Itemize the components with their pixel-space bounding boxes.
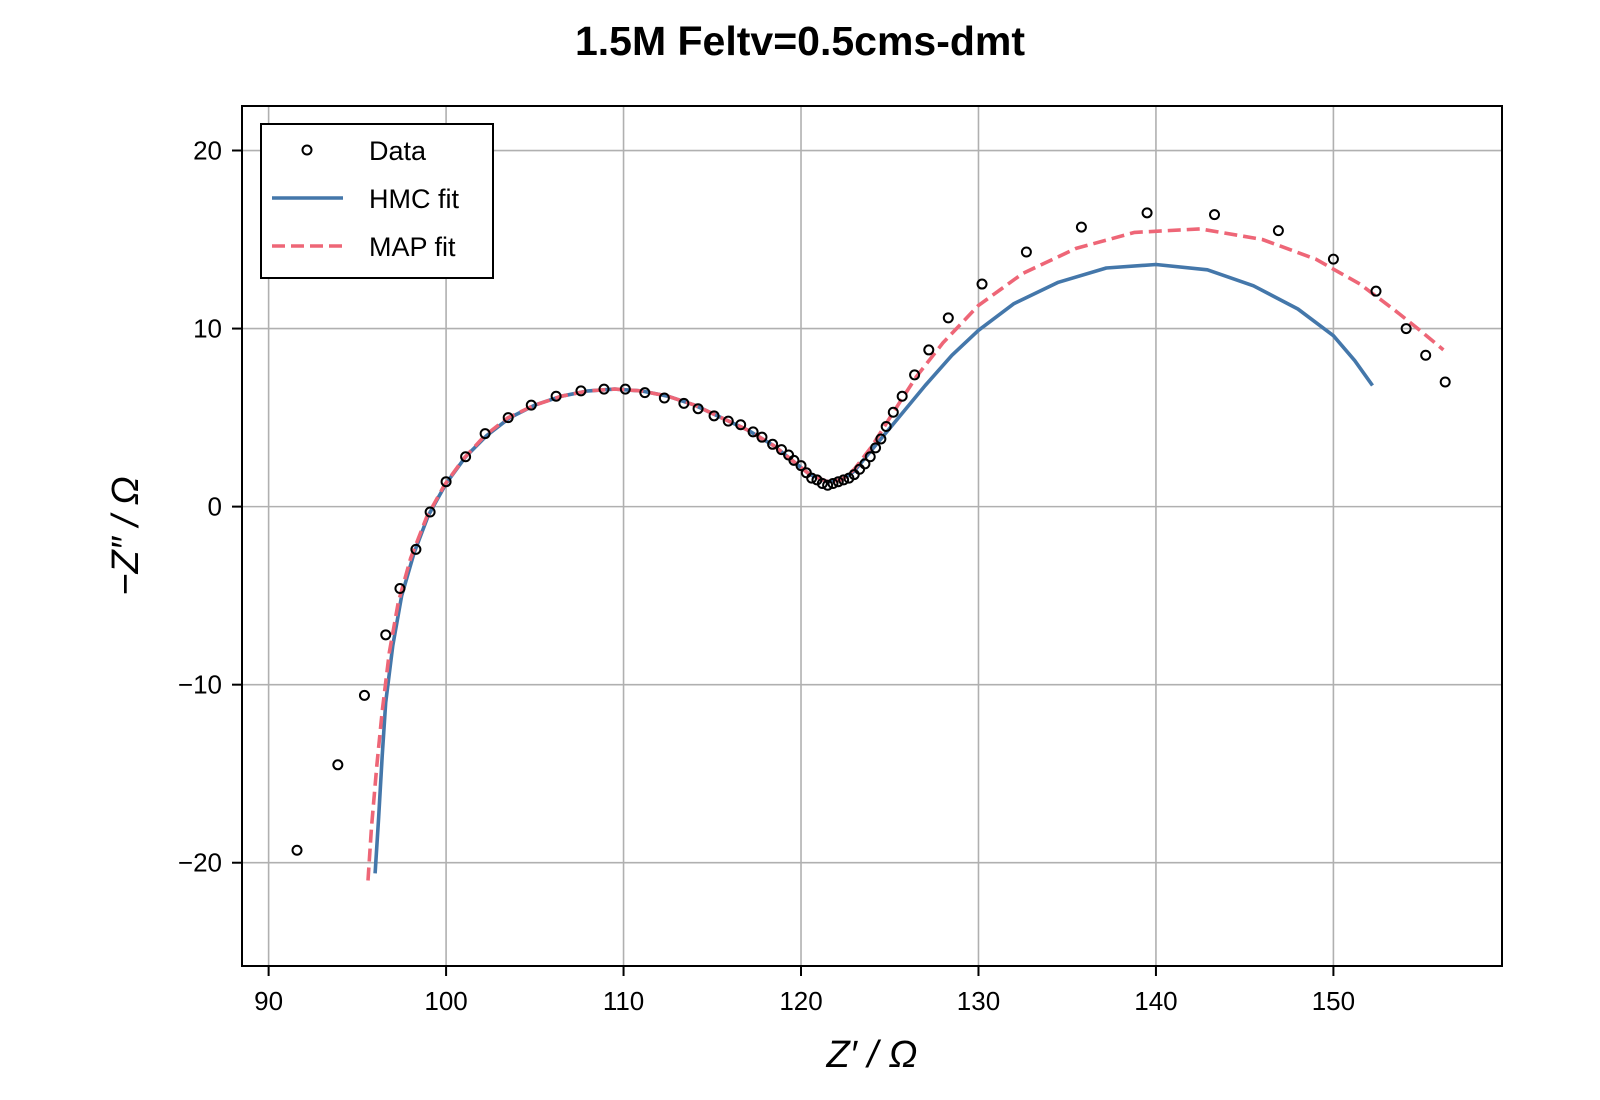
data-point	[976, 278, 988, 290]
data-point	[838, 474, 850, 486]
data-point	[291, 844, 303, 856]
data-point	[1439, 376, 1451, 388]
data-point	[806, 472, 818, 484]
x-axis-label: Z′ / Ω	[826, 1034, 918, 1076]
legend-data-swatch	[301, 144, 313, 156]
data-point	[692, 403, 704, 415]
map-fit-line	[366, 227, 1445, 881]
data-point	[1327, 253, 1339, 265]
data-point	[479, 428, 491, 440]
data-markers-layer	[291, 207, 1451, 856]
data-point	[822, 479, 834, 491]
data-point	[619, 383, 631, 395]
y-tick-label: −10	[178, 670, 222, 700]
data-point	[424, 506, 436, 518]
x-tick-label: 130	[957, 986, 1000, 1016]
data-point	[880, 420, 892, 432]
data-point	[502, 412, 514, 424]
data-point	[896, 390, 908, 402]
legend-box	[260, 123, 494, 279]
data-point	[550, 390, 562, 402]
data-point	[525, 399, 537, 411]
x-tick-label: 150	[1312, 986, 1355, 1016]
x-tick-label: 120	[779, 986, 822, 1016]
data-point	[598, 383, 610, 395]
x-tick-label: 110	[603, 986, 644, 1016]
data-point	[1075, 221, 1087, 233]
data-point	[870, 442, 882, 454]
data-point	[722, 415, 734, 427]
data-point	[756, 431, 768, 443]
y-tick-label: 0	[208, 492, 222, 522]
data-point	[875, 433, 887, 445]
data-point	[864, 451, 876, 463]
data-point	[708, 410, 720, 422]
data-point	[767, 438, 779, 450]
data-point	[678, 397, 690, 409]
data-point	[942, 312, 954, 324]
data-point	[747, 426, 759, 438]
legend-data-label: Data	[369, 136, 427, 166]
data-point	[358, 689, 370, 701]
fit-lines-layer	[366, 227, 1445, 881]
data-point	[1141, 207, 1153, 219]
data-point	[639, 387, 651, 399]
hmc-fit-line	[373, 262, 1374, 874]
x-tick-label: 90	[254, 986, 283, 1016]
data-point	[1370, 285, 1382, 297]
data-point	[1420, 349, 1432, 361]
data-point	[795, 460, 807, 472]
data-point	[909, 369, 921, 381]
data-point	[380, 629, 392, 641]
axes-frame	[241, 105, 1503, 967]
data-point	[1272, 225, 1284, 237]
data-point	[1209, 209, 1221, 221]
legend-map-fit-label: MAP fit	[369, 232, 456, 262]
data-point	[460, 451, 472, 463]
tick-layer: 90 100 110 120 130 140 150 −20 −10 0 10 20	[178, 136, 1355, 1016]
legend-hmc-fit-label: HMC fit	[369, 184, 459, 214]
y-tick-label: −20	[178, 848, 222, 878]
data-point	[816, 477, 828, 489]
data-point	[410, 543, 422, 555]
data-point	[332, 759, 344, 771]
y-tick-label: 20	[193, 136, 222, 166]
grid-layer	[242, 106, 1502, 966]
data-point	[658, 392, 670, 404]
data-point	[1020, 246, 1032, 258]
data-point	[887, 406, 899, 418]
x-tick-label: 100	[424, 986, 467, 1016]
legend: Data HMC fit MAP fit	[260, 123, 494, 279]
data-point	[735, 419, 747, 431]
data-point	[832, 476, 844, 488]
y-tick-label: 10	[193, 314, 222, 344]
data-point	[394, 583, 406, 595]
data-point	[827, 477, 839, 489]
y-axis-label: −Z″ / Ω	[105, 476, 147, 595]
x-tick-label: 140	[1134, 986, 1177, 1016]
chart-title: 1.5M Feltv=0.5cms-dmt	[574, 18, 1026, 64]
data-point	[788, 454, 800, 466]
data-point	[1400, 323, 1412, 335]
data-point	[440, 476, 452, 488]
data-point	[923, 344, 935, 356]
data-point	[859, 458, 871, 470]
data-point	[775, 444, 787, 456]
data-point	[575, 385, 587, 397]
